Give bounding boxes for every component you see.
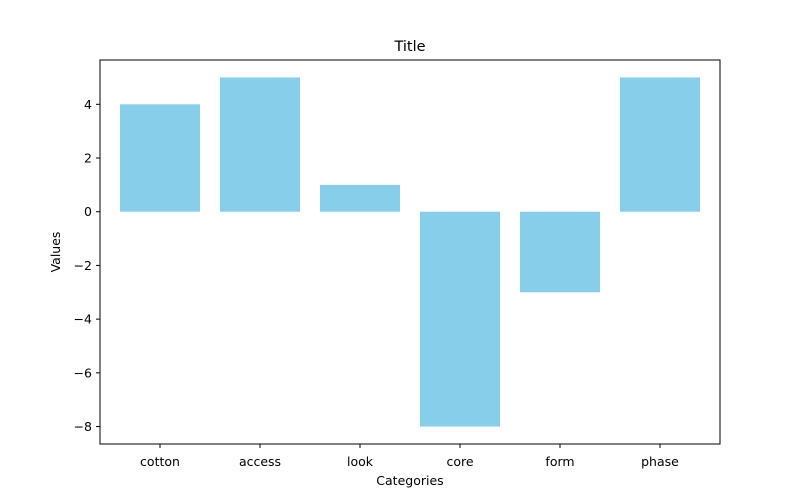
bar-look [320, 184, 400, 212]
plot-frame [99, 59, 721, 445]
bar-phase [620, 77, 700, 212]
y-tick-label: −4 [74, 312, 92, 327]
y-tick-label: −2 [74, 258, 92, 273]
y-tick-label: 2 [84, 151, 92, 166]
y-tick-label: −6 [74, 365, 92, 380]
bars-group [120, 77, 700, 427]
bar-cotton [120, 104, 200, 212]
bar-access [220, 77, 300, 212]
x-tick-label: access [239, 454, 281, 469]
y-axis-label: Values [48, 232, 63, 273]
x-ticks: cotton access look core form phase [140, 444, 679, 469]
y-tick-label: 0 [84, 204, 92, 219]
x-tick-label: form [545, 454, 574, 469]
x-tick-label: core [446, 454, 473, 469]
x-tick-label: phase [641, 454, 679, 469]
y-tick-label: 4 [84, 97, 92, 112]
chart-title: Title [393, 39, 425, 55]
y-ticks: −8 −6 −4 −2 0 2 4 [74, 97, 100, 434]
x-tick-label: look [347, 454, 374, 469]
x-tick-label: cotton [140, 454, 180, 469]
bar-form [520, 211, 600, 293]
y-tick-label: −8 [74, 419, 92, 434]
x-axis-label: Categories [376, 473, 443, 488]
bar-core [420, 211, 500, 427]
